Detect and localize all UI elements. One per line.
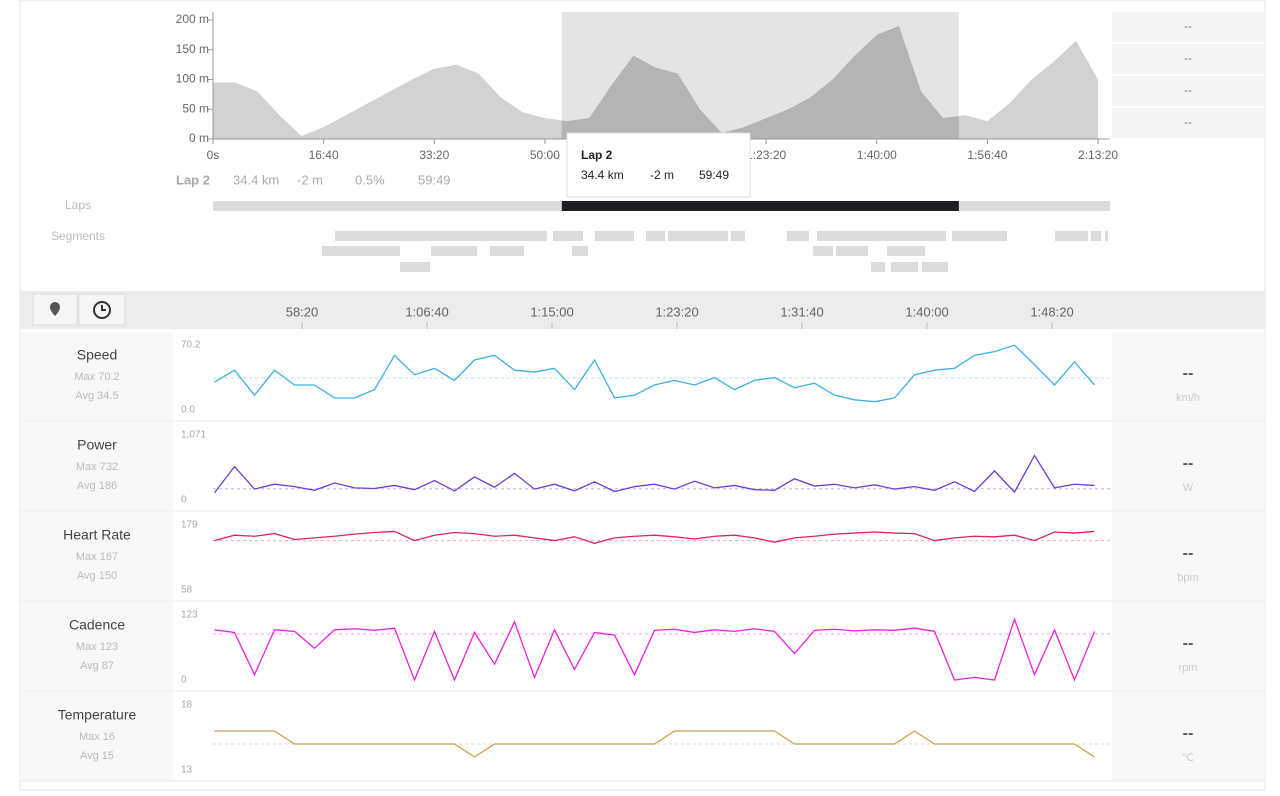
y-tick-label: 0 m [189, 131, 209, 145]
x-tick-label: 16:40 [309, 148, 339, 162]
side-box [1112, 76, 1265, 106]
lap-summary-name: Lap 2 [176, 172, 210, 187]
stream-unit: rpm [1179, 662, 1198, 674]
stream-y-label: 1,071 [181, 430, 206, 441]
stream-avg: Avg 186 [77, 480, 117, 492]
stream-label-cell [20, 422, 173, 510]
stream-name: Cadence [69, 617, 125, 633]
stream-line [214, 530, 1095, 544]
tooltip [566, 132, 751, 198]
stream-max: Max 123 [76, 641, 118, 653]
stream-line [214, 730, 1095, 758]
stream-value-cell [1112, 692, 1265, 780]
stream-y-label: 70.2 [181, 340, 201, 351]
x-tick-label: 1:23:20 [746, 148, 786, 162]
segments-label: Segments [51, 229, 105, 243]
elevation-area-lap [561, 25, 959, 139]
x-tick-label: 2:13:20 [1078, 148, 1118, 162]
x-tick-label: 0s [207, 148, 220, 162]
stream-line [214, 617, 1096, 682]
stream-unit: ℃ [1182, 752, 1194, 764]
time-tick-label: 1:15:00 [530, 304, 573, 319]
stream-max: Max 16 [79, 731, 115, 743]
stream-label-cell [20, 332, 173, 420]
side-box [1112, 12, 1265, 42]
stream-y-label: 0 [181, 675, 187, 686]
stream-max: Max 732 [76, 461, 118, 473]
stream-value-cell [1112, 422, 1265, 510]
stream-line [214, 344, 1095, 403]
stream-name: Power [77, 437, 117, 453]
stream-unit: W [1183, 482, 1194, 494]
lap-summary-elevation: -2 m [297, 172, 323, 187]
stream-y-label: 0 [181, 495, 187, 506]
stream-avg: Avg 87 [80, 660, 114, 672]
side-value: -- [1184, 19, 1192, 33]
x-tick-label: 1:40:00 [857, 148, 897, 162]
stream-avg: Avg 34.5 [75, 390, 118, 402]
time-tick-label: 1:48:20 [1030, 304, 1073, 319]
side-value: -- [1184, 51, 1192, 65]
stream-y-label: 13 [181, 765, 193, 776]
stream-label-cell [20, 602, 173, 690]
stream-avg: Avg 150 [77, 570, 117, 582]
segment-bars [322, 231, 1108, 272]
x-tick-label: 33:20 [419, 148, 449, 162]
laps-label: Laps [65, 198, 91, 212]
y-tick-label: 200 m [176, 12, 209, 26]
stream-label-cell [20, 692, 173, 780]
time-tick-label: 1:31:40 [780, 304, 823, 319]
x-tick-label: 1:56:40 [967, 148, 1007, 162]
stream-value-cell [1112, 512, 1265, 600]
tooltip-elevation: -2 m [650, 168, 674, 182]
stream-label-cell [20, 512, 173, 600]
side-box [1112, 108, 1265, 138]
stream-y-label: 179 [181, 520, 198, 531]
stream-name: Heart Rate [63, 527, 131, 543]
stream-unit: km/h [1176, 392, 1200, 404]
stream-current: -- [1183, 635, 1194, 652]
stream-current: -- [1183, 455, 1194, 472]
y-tick-label: 150 m [176, 42, 209, 56]
stream-name: Speed [77, 347, 117, 363]
y-tick-label: 50 m [182, 101, 209, 115]
stream-unit: bpm [1177, 572, 1198, 584]
stream-name: Temperature [58, 707, 137, 723]
stream-y-label: 123 [181, 610, 198, 621]
time-tick-label: 1:40:00 [905, 304, 948, 319]
lap-summary-time: 59:49 [418, 172, 451, 187]
stream-current: -- [1183, 545, 1194, 562]
lap-summary-grade: 0.5% [355, 172, 385, 187]
stream-avg: Avg 15 [80, 750, 114, 762]
stream-line [213, 454, 1095, 494]
side-value: -- [1184, 83, 1192, 97]
stream-y-label: 18 [181, 700, 193, 711]
side-box [1112, 44, 1265, 74]
stream-y-label: 58 [181, 585, 193, 596]
side-value: -- [1184, 115, 1192, 129]
stream-y-label: 0.0 [181, 405, 195, 416]
stream-value-cell [1112, 602, 1265, 690]
map-button[interactable] [32, 293, 78, 326]
stream-current: -- [1183, 365, 1194, 382]
x-tick-label: 50:00 [530, 148, 560, 162]
stream-current: -- [1183, 725, 1194, 742]
stream-max: Max 70.2 [74, 371, 119, 383]
stream-max: Max 167 [76, 551, 118, 563]
time-tick-label: 1:06:40 [405, 304, 448, 319]
toolbar [20, 291, 1265, 329]
lap-summary-distance: 34.4 km [233, 172, 279, 187]
y-tick-label: 100 m [176, 72, 209, 86]
tooltip-distance: 34.4 km [581, 168, 624, 182]
tooltip-title: Lap 2 [581, 148, 613, 162]
laps-bar-active [561, 201, 959, 211]
time-tick-label: 58:20 [286, 304, 319, 319]
stream-value-cell [1112, 332, 1265, 420]
tooltip-time: 59:49 [699, 168, 729, 182]
time-tick-label: 1:23:20 [655, 304, 698, 319]
time-button[interactable] [78, 293, 126, 326]
